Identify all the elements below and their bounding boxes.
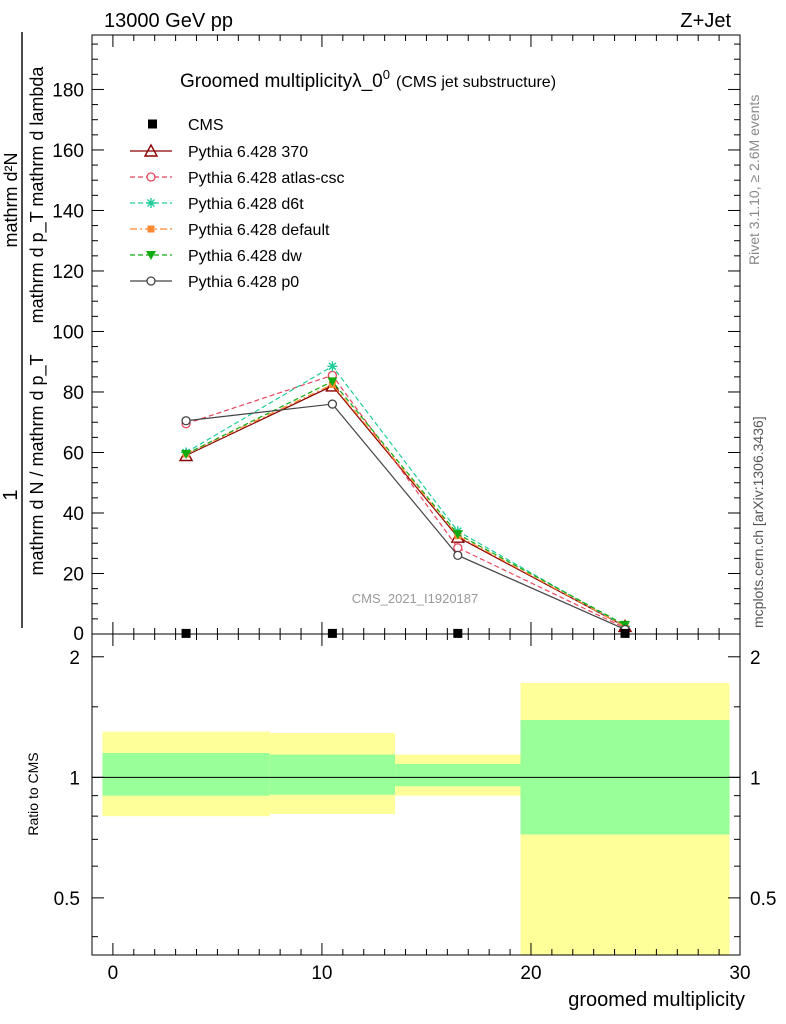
legend-marker-d6t [146, 198, 156, 208]
x-tick-label: 30 [729, 963, 750, 984]
ratio-panel-frame [91, 633, 741, 956]
cms-data-point [453, 628, 463, 638]
main-panel: CMS_2021_I1920187 Groomed multiplicityλ_… [0, 32, 741, 645]
main-y-tick-label: 140 [52, 201, 84, 222]
main-y-tick-label: 60 [63, 443, 84, 464]
series-point-p0 [327, 399, 338, 409]
main-axis-ticks: 20 40 60 80 100 120 140 160 180 0 [52, 35, 741, 645]
legend-label-d6t: Pythia 6.428 d6t [188, 196, 304, 213]
y-label-one: 1 [0, 489, 22, 500]
legend-cms-marker [148, 119, 157, 129]
main-series-layer [178, 361, 633, 638]
series-point-dw [452, 530, 463, 540]
chart-title-superscript: 0 [383, 67, 390, 82]
x-tick-label: 0 [108, 963, 119, 984]
energy-label: 13000 GeV pp [104, 10, 233, 32]
legend-marker-dw [146, 251, 156, 260]
watermark: CMS_2021_I1920187 [352, 591, 479, 606]
legend-marker-p370 [143, 143, 159, 157]
legend: CMS Pythia 6.428 370 Pythia 6.428 atlas-cs… [130, 117, 345, 291]
x-tick-label: 20 [520, 963, 541, 984]
series-point-dw [181, 449, 192, 459]
legend-cms-label: CMS [188, 117, 224, 134]
ratio-y-tick-label: 1 [69, 768, 80, 789]
mcplots-label: mcplots.cern.ch [arXiv:1306.3436] [750, 416, 766, 628]
main-y-tick-label: 20 [63, 564, 84, 585]
main-y-tick-label: 160 [52, 141, 84, 162]
ratio-y-label: Ratio to CMS [25, 752, 41, 835]
cms-data-point [620, 628, 630, 638]
y-axis-label: 1 mathrm d N / mathrm d p_T mathrm d²N m… [0, 32, 48, 628]
ratio-y-tick-label: 2 [69, 648, 80, 669]
main-y-tick-label: 100 [52, 322, 84, 343]
legend-label-default: Pythia 6.428 default [188, 222, 330, 239]
ratio-axis-ticks: 0.5 0.51 12 20 10 20 30 [54, 634, 776, 984]
series-line-dw [185, 380, 626, 626]
cms-data-point [327, 628, 337, 638]
y-label-numerator: mathrm d²N [1, 152, 21, 247]
ratio-bands [102, 683, 730, 955]
y-label-denominator: mathrm d p_T mathrm d lambda [27, 66, 48, 324]
chart-subtitle: (CMS jet substructure) [396, 74, 556, 91]
ratio-y-tick-label-right: 0.5 [750, 889, 776, 910]
ratio-inner-band [102, 753, 270, 796]
main-y-tick-label: 180 [52, 80, 84, 101]
series-point-p0 [181, 416, 191, 426]
series-line-p0 [185, 403, 626, 631]
series-point-p0 [453, 550, 463, 560]
main-y-tick-label: 120 [52, 262, 84, 283]
cms-data-point [181, 628, 191, 638]
main-y-tick-label: 0 [73, 624, 84, 645]
rivet-version-label: Rivet 3.1.10, ≥ 2.6M events [746, 95, 762, 265]
chart-title: Groomed multiplicityλ_00 (CMS jet substru… [180, 67, 556, 92]
ratio-y-tick-label-right: 1 [750, 768, 761, 789]
series-line-atlas [185, 374, 626, 629]
series-point-atlas [453, 543, 463, 553]
main-y-tick-label: 40 [63, 504, 84, 525]
process-label: Z+Jet [680, 10, 731, 32]
ratio-panel: 0.5 0.51 12 20 10 20 30 Ratio to CMS groomed m… [25, 633, 776, 1011]
main-y-tick-label: 80 [63, 383, 84, 404]
ratio-y-tick-label: 0.5 [54, 889, 80, 910]
series-line-d6t [185, 365, 626, 627]
series-point-dw [327, 377, 338, 387]
legend-label-atlas: Pythia 6.428 atlas-csc [188, 170, 345, 187]
legend-label-p0: Pythia 6.428 p0 [188, 274, 299, 291]
legend-label-dw: Pythia 6.428 dw [188, 248, 302, 265]
x-axis-label: groomed multiplicity [568, 989, 745, 1011]
ratio-inner-band [269, 754, 396, 795]
legend-marker-atlas [146, 172, 156, 182]
legend-label-p370: Pythia 6.428 370 [188, 144, 308, 161]
legend-marker-default [147, 225, 155, 233]
legend-marker-p0 [146, 276, 156, 286]
series-line-default [185, 383, 626, 627]
y-label-prefix: mathrm d N / mathrm d p_T [27, 354, 48, 575]
series-point-d6t [327, 361, 338, 372]
x-tick-label: 10 [311, 963, 332, 984]
ratio-inner-band [395, 763, 521, 787]
ratio-y-tick-label-right: 2 [750, 648, 761, 669]
